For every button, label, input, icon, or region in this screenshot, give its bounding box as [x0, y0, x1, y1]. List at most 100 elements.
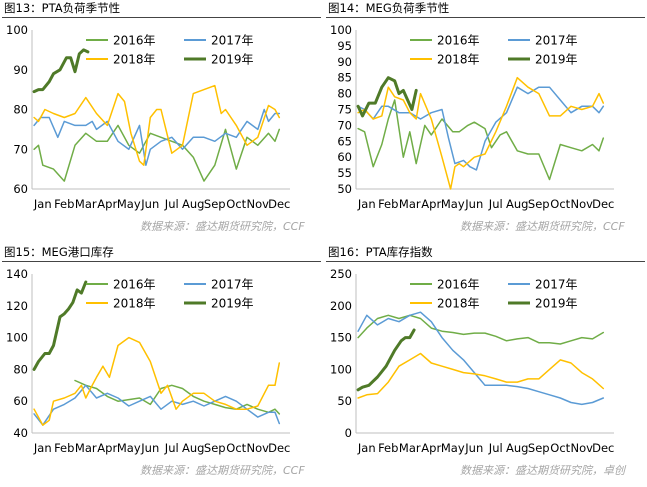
x-tick-label: Oct [550, 197, 570, 211]
chart-svg: 40 60 80 100 120 140 Jan Feb Mar Apr May Jun Jul Aug S… [6, 267, 290, 455]
y-tick-label: 75 [337, 103, 352, 117]
x-tick-label: Aug [506, 441, 528, 455]
series-line [32, 48, 90, 94]
chart-title: 图14：MEG负荷季节性 [328, 1, 450, 15]
legend-label: 2016年 [437, 278, 480, 292]
y-tick-label: 60 [13, 394, 28, 408]
x-tick-label: Nov [247, 197, 270, 211]
x-tick-label: Jan [357, 197, 376, 211]
y-tick-label: 85 [337, 71, 352, 85]
chart-panel-meg-load: 图14：MEG负荷季节性 50 55 60 65 70 75 80 85 90 95 100 Jan F… [324, 0, 647, 243]
x-tick-label: Sep [528, 441, 550, 455]
x-tick-label: Mar [399, 441, 421, 455]
y-tick-label: 150 [330, 331, 352, 345]
title-rule [326, 261, 645, 262]
series-line [33, 384, 281, 426]
chart-svg: 60 70 80 90 100 Jan Feb Mar Apr May Jun Jul Aug Sep Oc… [6, 23, 290, 211]
x-tick-label: Mar [75, 197, 97, 211]
series-line [32, 280, 88, 371]
x-tick-label: Dec [268, 197, 290, 211]
x-tick-label: Apr [421, 197, 441, 211]
x-tick-label: Aug [182, 441, 204, 455]
legend-label: 2018年 [113, 297, 156, 311]
series-line [357, 352, 605, 399]
legend-label: 2019年 [535, 297, 578, 311]
x-tick-label: May [117, 197, 141, 211]
y-tick-label: 50 [337, 394, 352, 408]
x-tick-label: Feb [378, 197, 398, 211]
legend-label: 2018年 [437, 53, 480, 67]
series-line [357, 76, 605, 190]
x-tick-label: Feb [378, 441, 398, 455]
y-tick-label: 70 [13, 142, 28, 156]
y-tick-label: 120 [6, 299, 28, 313]
series-line [33, 84, 281, 166]
chart-title: 图13：PTA负荷季节性 [4, 1, 121, 15]
y-tick-label: 0 [345, 426, 352, 440]
y-tick-label: 90 [13, 63, 28, 77]
source-note: 数据来源：盛达期货研究院，CCF [140, 464, 305, 477]
y-tick-label: 100 [6, 331, 28, 345]
x-tick-label: Oct [226, 197, 246, 211]
series-line [356, 328, 416, 392]
y-tick-label: 60 [13, 182, 28, 196]
x-tick-label: Apr [97, 441, 117, 455]
x-tick-label: Oct [226, 441, 246, 455]
x-tick-label: Nov [571, 197, 594, 211]
y-tick-label: 200 [330, 299, 352, 313]
x-tick-label: Nov [571, 441, 594, 455]
chart-panel-meg-port-inventory: 图15：MEG港口库存 40 60 80 100 120 140 Jan Feb Mar Apr M… [0, 244, 323, 487]
series-line [356, 76, 418, 118]
series-line [357, 99, 605, 181]
x-tick-label: May [117, 441, 141, 455]
y-tick-label: 95 [337, 39, 352, 53]
x-tick-label: Jul [164, 441, 179, 455]
x-tick-label: Dec [592, 197, 614, 211]
y-tick-label: 140 [6, 267, 28, 281]
x-tick-label: Mar [75, 441, 97, 455]
title-rule [2, 17, 321, 18]
legend-label: 2017年 [535, 34, 578, 48]
series-line [33, 336, 281, 426]
chart-panel-pta-load: 图13：PTA负荷季节性 60 70 80 90 100 Jan Feb Mar Apr May J… [0, 0, 323, 243]
x-tick-label: Dec [592, 441, 614, 455]
x-tick-label: Jun [464, 441, 483, 455]
legend-label: 2017年 [211, 278, 254, 292]
x-tick-label: Feb [54, 197, 74, 211]
x-tick-label: Jan [357, 441, 376, 455]
series-line [33, 108, 281, 166]
legend-label: 2018年 [437, 297, 480, 311]
y-tick-label: 80 [337, 87, 352, 101]
y-tick-label: 50 [337, 182, 352, 196]
x-tick-label: Mar [399, 197, 421, 211]
title-rule [326, 17, 645, 18]
y-tick-label: 55 [337, 166, 352, 180]
legend-label: 2016年 [113, 34, 156, 48]
y-tick-label: 80 [13, 362, 28, 376]
legend-label: 2017年 [535, 278, 578, 292]
legend-label: 2019年 [211, 53, 254, 67]
series-line [357, 314, 605, 345]
y-tick-label: 60 [337, 150, 352, 164]
y-tick-label: 100 [330, 362, 352, 376]
y-tick-label: 100 [6, 23, 28, 37]
y-tick-label: 65 [337, 134, 352, 148]
x-tick-label: Apr [97, 197, 117, 211]
series-line [33, 124, 281, 182]
x-tick-label: Jun [140, 197, 159, 211]
series-line [357, 86, 605, 171]
y-tick-label: 100 [330, 23, 352, 37]
legend-label: 2019年 [535, 53, 578, 67]
source-note: 数据来源：盛达期货研究院，CCF [140, 220, 305, 233]
x-tick-label: Sep [204, 441, 226, 455]
series-line [357, 311, 605, 406]
x-tick-label: Jul [164, 197, 179, 211]
y-tick-label: 250 [330, 267, 352, 281]
legend-label: 2016年 [113, 278, 156, 292]
x-tick-label: Jun [464, 197, 483, 211]
y-tick-label: 40 [13, 426, 28, 440]
x-tick-label: Sep [204, 197, 226, 211]
y-tick-label: 80 [13, 103, 28, 117]
chart-title: 图16：PTA库存指数 [328, 245, 433, 259]
